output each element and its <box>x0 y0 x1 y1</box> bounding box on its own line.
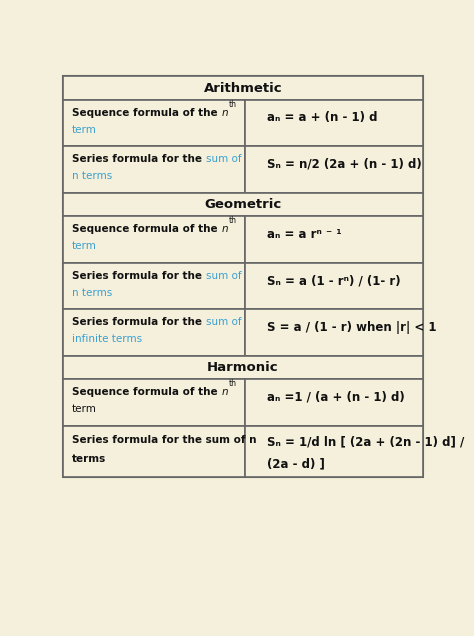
Bar <box>245 380 423 426</box>
Text: sum of: sum of <box>206 155 242 164</box>
Text: aₙ = a + (n - 1) d: aₙ = a + (n - 1) d <box>267 111 377 124</box>
Text: Harmonic: Harmonic <box>207 361 279 374</box>
Text: aₙ = a rⁿ ⁻ ¹: aₙ = a rⁿ ⁻ ¹ <box>267 228 341 240</box>
Text: Series formula for the: Series formula for the <box>72 317 206 328</box>
Bar <box>63 380 245 426</box>
Bar <box>63 193 423 216</box>
Text: term: term <box>72 241 97 251</box>
Text: n: n <box>222 387 228 398</box>
Text: n terms: n terms <box>72 171 112 181</box>
Bar <box>63 100 245 146</box>
Text: th: th <box>229 379 237 388</box>
Text: Sequence formula of the: Sequence formula of the <box>72 108 221 118</box>
Text: Sequence formula of the: Sequence formula of the <box>72 225 221 235</box>
Bar <box>63 426 245 478</box>
Text: n: n <box>222 108 228 118</box>
Text: aₙ =1 / (a + (n - 1) d): aₙ =1 / (a + (n - 1) d) <box>267 391 404 404</box>
Text: sum of: sum of <box>206 271 242 281</box>
Text: th: th <box>229 216 237 225</box>
Bar <box>245 100 423 146</box>
Text: Arithmetic: Arithmetic <box>204 81 282 95</box>
Text: n terms: n terms <box>72 287 112 298</box>
Bar <box>63 76 423 478</box>
Text: Sequence formula of the: Sequence formula of the <box>72 387 221 398</box>
Text: term: term <box>72 404 97 414</box>
Text: Sₙ = n/2 (2a + (n - 1) d): Sₙ = n/2 (2a + (n - 1) d) <box>267 158 421 170</box>
Bar <box>63 146 245 193</box>
Text: term: term <box>72 125 97 135</box>
Bar <box>63 310 245 356</box>
Text: Sₙ = a (1 - rⁿ) / (1- r): Sₙ = a (1 - rⁿ) / (1- r) <box>267 274 401 287</box>
Bar <box>63 76 423 100</box>
Bar <box>245 310 423 356</box>
Text: Sₙ = 1/d ln [ (2a + (2n - 1) d] /: Sₙ = 1/d ln [ (2a + (2n - 1) d] / <box>267 436 464 449</box>
Text: th: th <box>229 100 237 109</box>
Bar <box>245 216 423 263</box>
Text: terms: terms <box>72 454 106 464</box>
Bar <box>63 216 245 263</box>
Text: Series formula for the: Series formula for the <box>72 271 206 281</box>
Text: (2a - d) ]: (2a - d) ] <box>267 457 325 471</box>
Bar <box>63 263 245 310</box>
Text: sum of: sum of <box>206 317 242 328</box>
Text: Geometric: Geometric <box>204 198 282 211</box>
Text: Series formula for the sum of n: Series formula for the sum of n <box>72 436 256 445</box>
Bar <box>245 426 423 478</box>
Bar <box>63 356 423 380</box>
Text: Series formula for the: Series formula for the <box>72 155 206 164</box>
Bar <box>245 146 423 193</box>
Text: infinite terms: infinite terms <box>72 334 142 344</box>
Bar <box>245 263 423 310</box>
Text: n: n <box>222 225 228 235</box>
Text: S = a / (1 - r) when |r| < 1: S = a / (1 - r) when |r| < 1 <box>267 321 436 334</box>
